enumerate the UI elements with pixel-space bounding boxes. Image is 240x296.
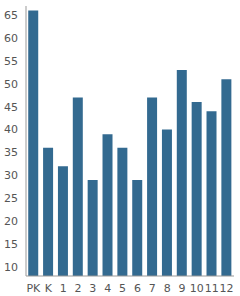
svg-text:10: 10 bbox=[190, 282, 204, 295]
svg-text:20: 20 bbox=[8, 215, 18, 228]
svg-text:11: 11 bbox=[205, 282, 219, 295]
svg-text:10: 10 bbox=[8, 261, 18, 274]
svg-text:65: 65 bbox=[8, 9, 18, 22]
svg-text:55: 55 bbox=[8, 55, 18, 68]
svg-text:5: 5 bbox=[119, 282, 126, 295]
svg-text:K: K bbox=[45, 282, 53, 295]
svg-text:30: 30 bbox=[8, 169, 18, 182]
svg-text:4: 4 bbox=[104, 282, 111, 295]
svg-text:50: 50 bbox=[8, 78, 18, 91]
svg-text:7: 7 bbox=[149, 282, 156, 295]
svg-text:PK: PK bbox=[26, 282, 41, 295]
svg-text:60: 60 bbox=[8, 32, 18, 45]
svg-text:40: 40 bbox=[8, 123, 18, 136]
svg-text:9: 9 bbox=[179, 282, 186, 295]
svg-text:12: 12 bbox=[220, 282, 232, 295]
svg-text:3: 3 bbox=[89, 282, 96, 295]
svg-text:35: 35 bbox=[8, 146, 18, 159]
svg-text:8: 8 bbox=[164, 282, 171, 295]
svg-text:2: 2 bbox=[75, 282, 82, 295]
svg-text:1: 1 bbox=[60, 282, 67, 295]
svg-text:15: 15 bbox=[8, 238, 18, 251]
svg-text:25: 25 bbox=[8, 192, 18, 205]
svg-text:45: 45 bbox=[8, 101, 18, 114]
svg-text:6: 6 bbox=[134, 282, 141, 295]
